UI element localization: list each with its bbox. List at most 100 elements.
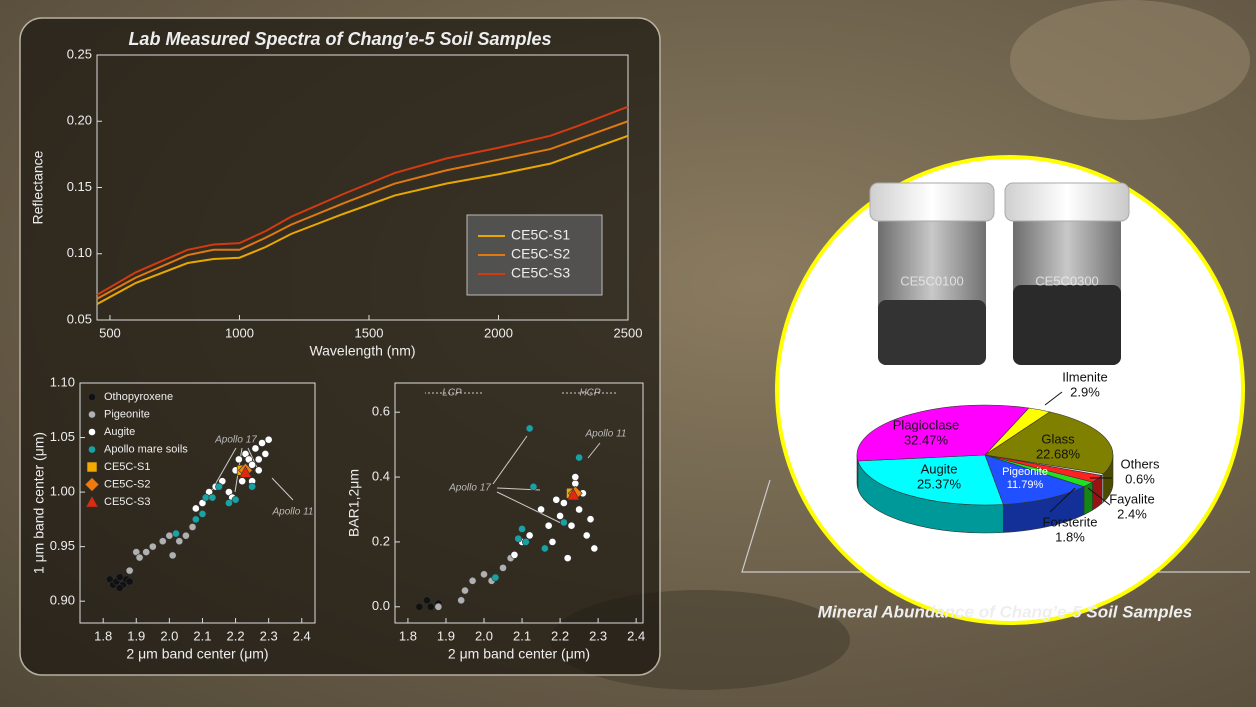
marker-circle bbox=[525, 424, 534, 433]
y-axis-label: 1 μm band center (μm) bbox=[31, 432, 47, 574]
marker-circle bbox=[415, 602, 424, 611]
marker-circle bbox=[191, 515, 200, 524]
chart-title: Lab Measured Spectra of Chang’e-5 Soil S… bbox=[128, 29, 551, 49]
marker-circle bbox=[225, 499, 233, 507]
pie-value-label: 1.8% bbox=[1055, 529, 1085, 544]
pie-value-label: 2.9% bbox=[1070, 384, 1100, 399]
pie-slice bbox=[856, 404, 1030, 462]
legend-label: CE5C-S3 bbox=[104, 496, 150, 508]
marker-circle bbox=[248, 482, 257, 491]
marker-circle bbox=[148, 542, 157, 551]
pie-side bbox=[1083, 481, 1093, 516]
pie-value-label: 2.4% bbox=[1117, 506, 1147, 521]
marker-circle bbox=[544, 521, 553, 530]
marker-circle bbox=[115, 573, 124, 582]
marker-diamond bbox=[84, 477, 100, 492]
x-tick-label: 2.2 bbox=[551, 628, 569, 643]
marker-circle bbox=[491, 573, 500, 582]
marker-circle bbox=[514, 534, 523, 543]
x-tick-label: 1.9 bbox=[437, 628, 455, 643]
marker-circle bbox=[201, 493, 210, 502]
y-tick-label: 0.20 bbox=[67, 113, 92, 128]
x-axis-label: Wavelength (nm) bbox=[309, 343, 415, 359]
spectrum-line bbox=[96, 120, 629, 300]
x-axis-label: 2 μm band center (μm) bbox=[126, 646, 268, 662]
marker-triangle bbox=[238, 465, 252, 478]
legend-label: Apollo mare soils bbox=[104, 443, 188, 455]
marker-circle bbox=[231, 495, 240, 504]
arrow bbox=[496, 491, 566, 526]
spectrum-line bbox=[96, 105, 629, 296]
marker-circle bbox=[254, 455, 263, 464]
annotation: Apollo 17 bbox=[214, 435, 257, 446]
marker-circle bbox=[248, 460, 257, 469]
panel bbox=[19, 17, 661, 676]
spectrum-line bbox=[96, 134, 629, 305]
pie-value-label: 32.47% bbox=[904, 432, 949, 447]
marker-circle bbox=[552, 495, 561, 504]
x-tick-label: 1.9 bbox=[127, 628, 145, 643]
marker-circle bbox=[582, 531, 591, 540]
pie-label: Others bbox=[1120, 456, 1160, 471]
leader-line bbox=[1087, 487, 1111, 506]
marker-circle bbox=[426, 602, 435, 611]
marker-circle bbox=[461, 586, 469, 595]
y-tick-label: 0.90 bbox=[50, 593, 75, 608]
plot-frame bbox=[79, 382, 316, 624]
y-tick-label: 1.10 bbox=[50, 374, 75, 389]
marker-circle bbox=[168, 551, 177, 560]
x-tick-label: 2000 bbox=[484, 325, 513, 340]
pie-label: Pigeonite bbox=[1002, 466, 1048, 478]
arrow bbox=[587, 442, 601, 459]
marker-circle bbox=[468, 576, 477, 585]
pie-label: Forsterite bbox=[1043, 514, 1098, 529]
annotation: Apollo 17 bbox=[448, 483, 491, 494]
y-tick-label: 0.15 bbox=[67, 179, 92, 194]
marker-circle bbox=[88, 445, 96, 454]
pie-value-label: 22.68% bbox=[1036, 446, 1081, 461]
y-tick-label: 0.95 bbox=[50, 538, 75, 553]
marker-circle bbox=[586, 515, 595, 524]
pie-label: Glass bbox=[1041, 431, 1075, 446]
x-tick-label: 2.3 bbox=[589, 628, 607, 643]
marker-circle bbox=[182, 531, 190, 540]
marker-circle bbox=[261, 450, 270, 458]
pie-slice bbox=[984, 411, 1114, 475]
arrow bbox=[271, 477, 294, 501]
marker-triangle bbox=[85, 495, 99, 508]
x-tick-label: 2.0 bbox=[475, 628, 493, 643]
arrow bbox=[247, 447, 259, 471]
marker-circle bbox=[563, 554, 572, 563]
marker-circle bbox=[88, 393, 96, 401]
x-tick-label: 1000 bbox=[225, 325, 254, 340]
pie-label: Ilmenite bbox=[1062, 369, 1108, 384]
marker-circle bbox=[172, 529, 180, 538]
pie-slice bbox=[857, 454, 1004, 506]
marker-circle bbox=[115, 584, 124, 592]
marker-circle bbox=[575, 505, 583, 514]
arrow bbox=[492, 435, 528, 485]
marker-circle bbox=[158, 537, 167, 546]
marker-circle bbox=[88, 410, 96, 419]
marker-circle bbox=[423, 596, 431, 605]
marker-circle bbox=[480, 570, 488, 579]
marker-circle bbox=[529, 482, 538, 491]
legend-label: CE5C-S2 bbox=[104, 478, 150, 490]
marker-circle bbox=[125, 577, 134, 586]
marker-circle bbox=[234, 455, 243, 464]
x-tick-label: 1500 bbox=[355, 325, 384, 340]
x-tick-label: 1.8 bbox=[399, 628, 417, 643]
legend-label: CE5C-S3 bbox=[511, 265, 570, 281]
marker-circle bbox=[175, 537, 184, 546]
pie-value-label: 25.37% bbox=[917, 476, 962, 491]
marker-circle bbox=[251, 444, 260, 453]
inset-circle bbox=[775, 155, 1245, 625]
marker-circle bbox=[556, 512, 564, 520]
marker-circle bbox=[575, 453, 583, 462]
jar-label: CE5C0300 bbox=[1035, 273, 1099, 288]
marker-circle bbox=[198, 510, 207, 518]
marker-circle bbox=[548, 538, 557, 546]
y-tick-label: 0.0 bbox=[372, 598, 390, 613]
marker-circle bbox=[567, 521, 576, 530]
